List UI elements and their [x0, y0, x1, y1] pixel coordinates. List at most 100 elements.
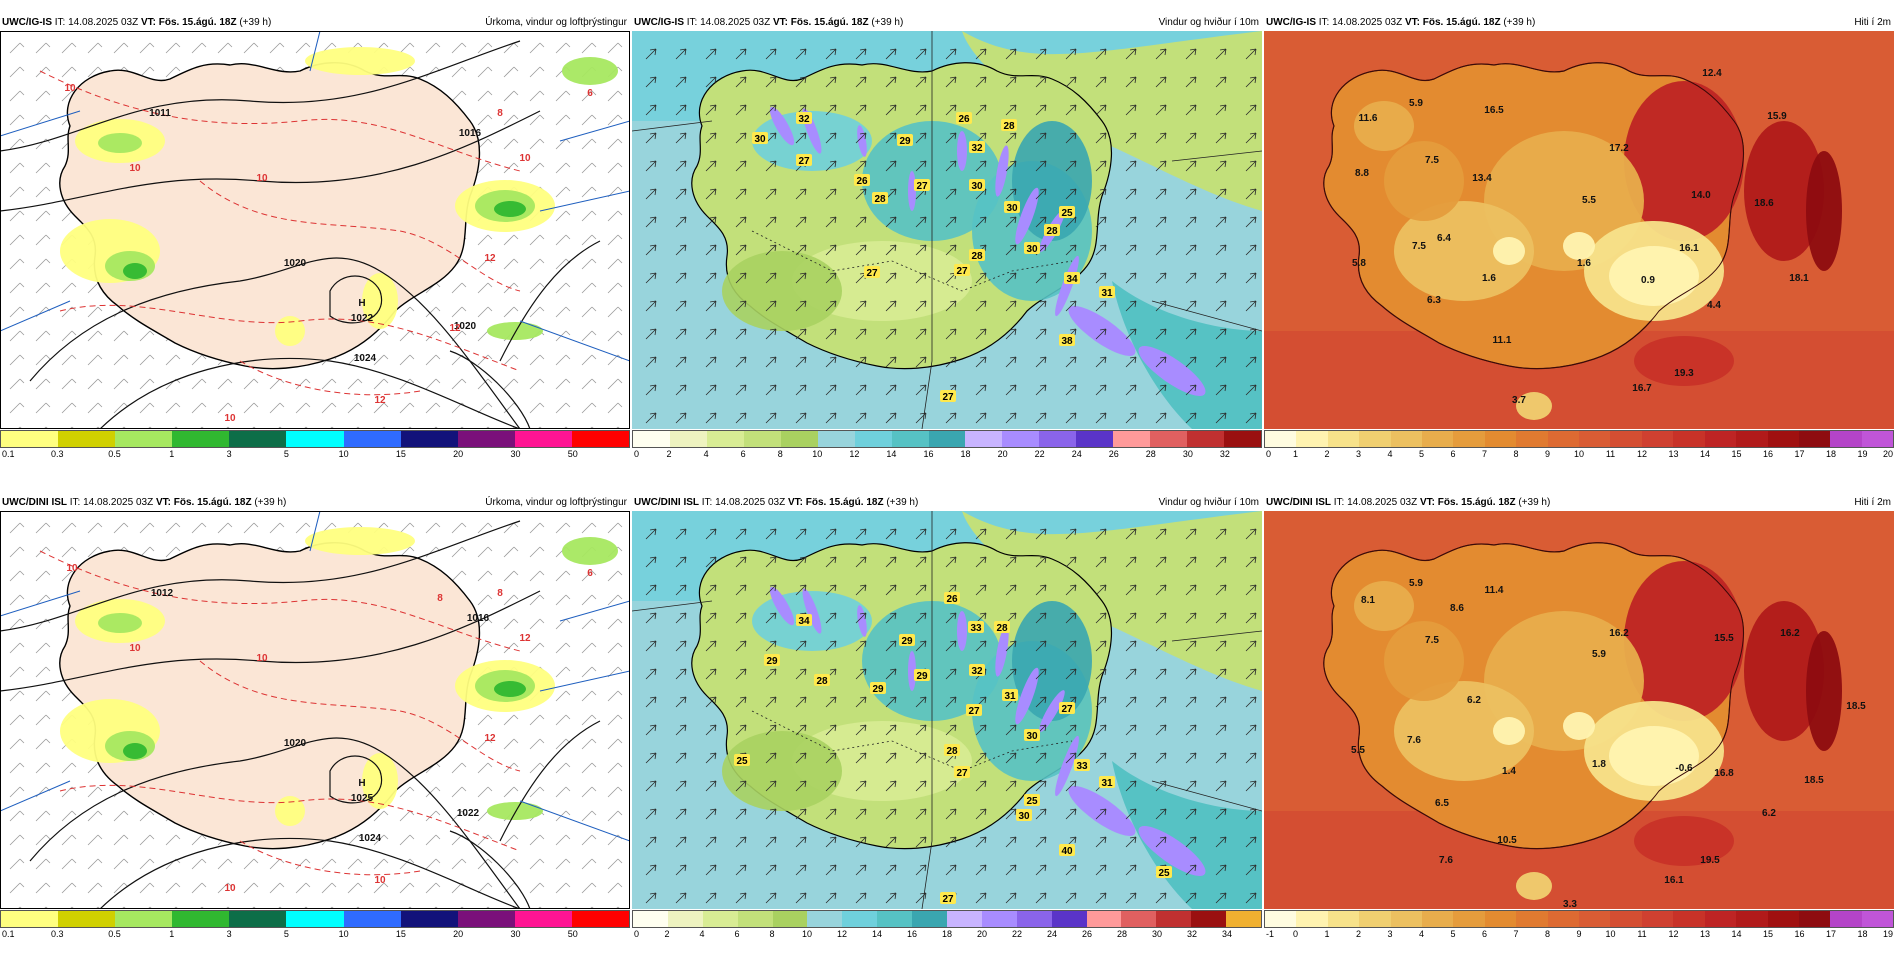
- colorbar-swatch: [286, 431, 344, 447]
- wind-arrow: [915, 612, 927, 624]
- wind-arrow: [885, 612, 897, 624]
- wind-arrow: [915, 48, 927, 60]
- precip-area: [275, 796, 305, 826]
- colorbar-swatch: [1150, 431, 1188, 447]
- wind-arrow: [705, 412, 717, 424]
- gust-label: 32: [796, 112, 812, 125]
- wind-arrow: [1005, 48, 1017, 60]
- wind-arrow: [1215, 300, 1227, 312]
- wind-barb: [477, 162, 493, 174]
- colorbar-tick: 10: [801, 929, 813, 939]
- wind-barb: [477, 114, 493, 126]
- wind-barb: [581, 210, 597, 222]
- wind-barb: [555, 618, 571, 630]
- colorbar-swatch: [1359, 431, 1391, 447]
- gust-streak: [857, 605, 867, 637]
- colorbar-ticks: 0 2 4 6 8 10 12 14 16 18 20 22 24 26 28 30 32: [632, 449, 1262, 461]
- precip-area: [305, 527, 415, 555]
- gust-value: 30: [754, 134, 766, 145]
- wind-arrow: [735, 188, 747, 200]
- gust-value: 31: [1004, 691, 1016, 702]
- wind-arrow: [1245, 188, 1257, 200]
- gust-streak: [1138, 826, 1206, 876]
- wind-arrow: [945, 724, 957, 736]
- wind-arrow: [645, 76, 657, 88]
- colorbar-ticks: 0 1 2 3 4 5 6 7 8 9 10 11 12 13 14 15 16 17 18 19 20: [1264, 449, 1894, 461]
- wind-arrow: [915, 216, 927, 228]
- wind-arrow: [1245, 356, 1257, 368]
- wind-arrow: [1005, 640, 1017, 652]
- gust-value: 32: [971, 666, 983, 677]
- wind-arrow: [1155, 584, 1167, 596]
- wind-barb: [35, 834, 51, 846]
- wind-arrow: [1035, 640, 1047, 652]
- wind-arrow: [795, 244, 807, 256]
- map-view: 34 29 26 33 28 29 28 29 32 29 27 31 27 25 28 30 27 33 25 31…: [632, 511, 1262, 909]
- panel-run-info: UWC/DINI ISL IT: 14.08.2025 03Z VT: Fös.…: [1266, 494, 1550, 511]
- wind-arrow: [795, 696, 807, 708]
- wind-arrow: [1155, 696, 1167, 708]
- colorbar-swatch: [1265, 911, 1297, 927]
- colorbar-tick: 28: [1116, 929, 1128, 939]
- wind-arrow: [1185, 892, 1197, 904]
- wind-arrow: [975, 216, 987, 228]
- colorbar-swatch: [1359, 911, 1391, 927]
- wind-barb: [529, 282, 545, 294]
- gust-streak: [769, 106, 795, 146]
- colorbar-swatch: [229, 911, 287, 927]
- wind-arrow: [885, 384, 897, 396]
- gust-value: 34: [798, 616, 810, 627]
- gust-label: 30: [1024, 729, 1040, 742]
- wind-arrow: [765, 892, 777, 904]
- wind-arrow: [885, 216, 897, 228]
- colorbar-swatch: [965, 431, 1003, 447]
- colorbar-swatch: [58, 911, 116, 927]
- wind-arrow: [975, 412, 987, 424]
- wind-barb: [555, 138, 571, 150]
- wind-barb: [35, 282, 51, 294]
- header-it-value: 14.08.2025 03Z: [700, 17, 771, 28]
- wind-arrow: [645, 300, 657, 312]
- wind-arrow: [765, 808, 777, 820]
- gust-label: 31: [1099, 286, 1115, 299]
- wind-barb: [425, 354, 441, 366]
- colorbar-tick: 3: [226, 449, 232, 459]
- colorbar-tick: 5: [1418, 449, 1425, 459]
- colorbar-swatch: [706, 431, 744, 447]
- colorbar-swatch: [343, 431, 401, 447]
- wind-arrow: [1155, 780, 1167, 792]
- wind-arrow: [705, 528, 717, 540]
- wind-arrow: [705, 48, 717, 60]
- wind-arrow: [645, 808, 657, 820]
- wind-barb: [35, 522, 51, 534]
- wind-barb: [347, 378, 363, 390]
- wind-arrow: [1155, 132, 1167, 144]
- wind-arrow: [645, 104, 657, 116]
- wind-arrow: [885, 328, 897, 340]
- panel-run-info: UWC/DINI ISL IT: 14.08.2025 03Z VT: Fös.…: [634, 494, 918, 511]
- contour-label: 1022: [457, 808, 480, 819]
- wind-arrow: [705, 780, 717, 792]
- wind-arrow: [855, 752, 867, 764]
- wind-arrow: [855, 808, 867, 820]
- wind-arrow: [1095, 160, 1107, 172]
- wind-arrow: [675, 76, 687, 88]
- wind-arrow: [795, 48, 807, 60]
- wind-arrow: [825, 724, 837, 736]
- wind-arrow: [795, 836, 807, 848]
- wind-arrow: [735, 724, 747, 736]
- wind-arrow: [1245, 104, 1257, 116]
- wind-barb: [529, 402, 545, 414]
- wind-arrow: [1245, 668, 1257, 680]
- wind-arrow: [825, 300, 837, 312]
- wind-arrow: [735, 892, 747, 904]
- wind-barb: [87, 810, 103, 822]
- wind-arrow: [1215, 104, 1227, 116]
- gust-streak: [1055, 255, 1079, 317]
- colorbar-tick: 2: [666, 449, 672, 459]
- wind-arrow: [975, 48, 987, 60]
- wind-barb: [477, 882, 493, 894]
- colorbar-swatch: [1453, 431, 1485, 447]
- wind-arrow: [945, 48, 957, 60]
- colorbar-swatch: [1861, 431, 1894, 447]
